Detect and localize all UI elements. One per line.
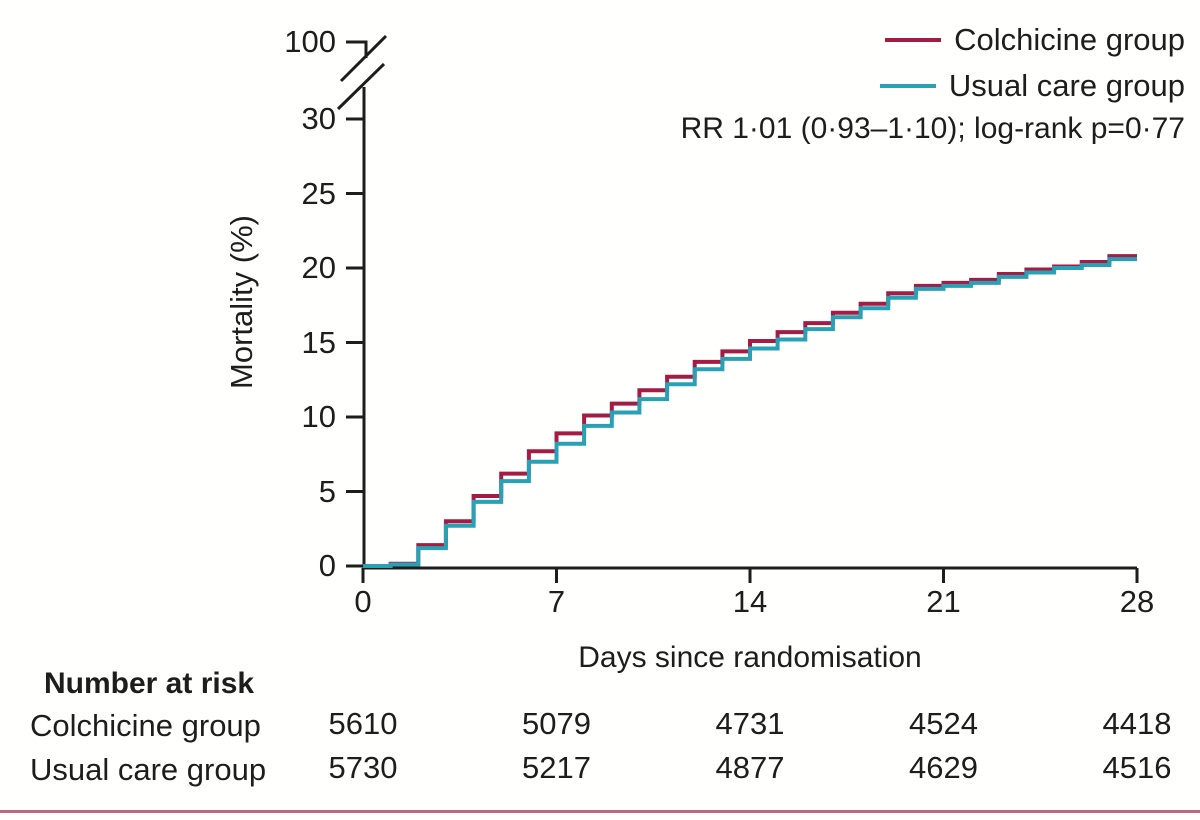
x-tick-label: 21 [926,584,961,619]
x-tick-label: 14 [732,584,768,619]
risk-row-label-colchicine: Colchicine group [30,708,261,743]
y-tick-label: 30 [301,101,336,136]
x-tick-label: 7 [547,584,566,619]
usual-care-line-swatch [879,84,936,88]
x-tick-label: 0 [354,584,372,619]
risk-value: 5217 [522,750,591,785]
y-tick-label: 20 [301,250,336,285]
risk-value: 4516 [1102,750,1172,785]
risk-value: 4877 [715,750,785,785]
y-tick-label: 100 [284,24,336,59]
axis-break-slash [339,34,388,83]
y-tick-label: 15 [301,324,336,360]
risk-value: 5079 [522,706,591,741]
legend-item-usual-care: Usual care group [879,63,1185,109]
axis-break-slash [336,62,386,111]
y-tick-label: 10 [301,399,336,434]
stats-annotation: RR 1·01 (0·93–1·10); log-rank p=0·77 [680,112,1185,145]
risk-value: 5610 [328,706,398,741]
legend-item-colchicine: Colchicine group [880,17,1185,63]
risk-table-title: Number at risk [44,667,255,700]
y-axis-break-tick [346,40,368,58]
risk-value: 4629 [909,750,978,785]
risk-row-label-usual-care: Usual care group [30,752,267,787]
y-tick-label: 0 [318,548,336,583]
colchicine-curve [363,254,1137,568]
colchicine-line-swatch [885,38,942,42]
legend-label-usual-care: Usual care group [948,68,1185,103]
usual-care-curve [363,257,1137,568]
risk-value: 4418 [1102,706,1172,741]
y-tick-label: 25 [301,175,336,211]
legend-label-colchicine: Colchicine group [954,22,1185,57]
risk-value: 4524 [909,706,978,741]
x-tick-label: 28 [1119,584,1155,619]
bottom-rule [0,810,1200,813]
y-axis-title: Mortality (%) [224,215,259,389]
x-axis-title: Days since randomisation [578,641,922,674]
risk-value: 4731 [715,706,785,741]
risk-value: 5730 [328,750,398,785]
legend: Colchicine group Usual care group [879,17,1185,109]
y-tick-label: 5 [318,473,336,509]
